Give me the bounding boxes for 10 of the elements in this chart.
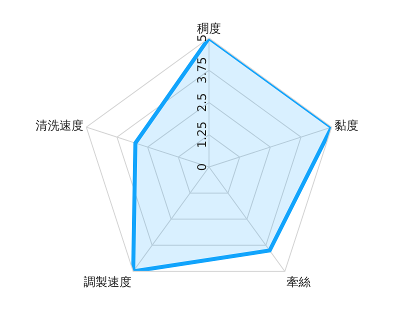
spoke-label: 黏度	[334, 118, 358, 132]
spoke-label: 稠度	[197, 22, 221, 36]
y-tick-label: 5	[195, 34, 210, 42]
y-tick-label: 3.75	[195, 56, 210, 84]
spoke-label: 牽絲	[286, 274, 311, 289]
y-tick-label: 0	[195, 163, 210, 171]
spoke-label: 清洗速度	[36, 118, 84, 132]
spoke-label: 調製速度	[83, 274, 132, 289]
y-tick-label: 1.25	[195, 121, 210, 148]
y-tick-label: 2.5	[195, 92, 210, 112]
